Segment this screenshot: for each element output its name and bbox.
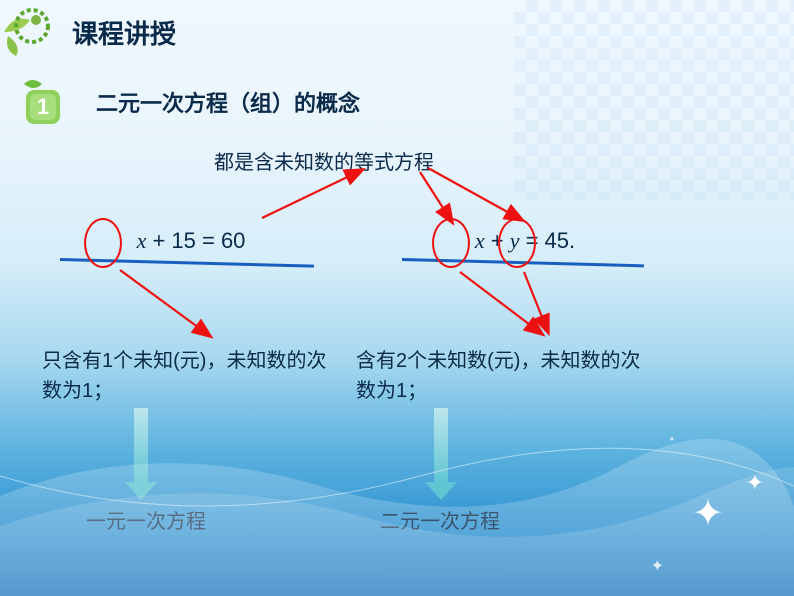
logo-icon [2,6,64,58]
equation-right-y: y [510,228,520,253]
star-icon: ✦ [746,470,764,496]
equation-left-underline [60,258,314,268]
equation-right-x: x [475,228,485,253]
red-arrow [428,168,522,220]
red-arrow [262,170,362,218]
star-icon: ✦ [651,556,664,576]
equation-right-underline [402,258,644,267]
description-left: 只含有1个未知(元)，未知数的次数为1； [42,346,342,406]
star-icon: ✦ [692,491,724,536]
checker-pattern [514,0,794,200]
section-badge-icon: 1 [18,78,68,128]
red-arrow [524,272,548,332]
red-arrow [460,272,542,334]
section-number: 1 [37,94,49,119]
center-statement: 都是含未知数的等式方程 [214,146,434,175]
final-right: 二元一次方程 [380,505,500,534]
equation-left-rest: + 15 = 60 [146,228,245,253]
equation-left-x: x [137,228,147,253]
final-left: 一元一次方程 [86,505,206,534]
red-arrow [420,172,452,222]
section-title: 二元一次方程（组）的概念 [96,86,360,118]
thick-arrow-left [134,408,148,484]
equation-right: x + y = 45. [430,228,620,254]
equation-right-plus: + [485,228,510,253]
equation-left: x + 15 = 60 [86,228,296,254]
thick-arrow-right [434,408,448,484]
red-arrow [120,270,210,336]
page-title: 课程讲授 [72,14,176,51]
star-icon: • [670,432,674,446]
description-right: 含有2个未知数(元)，未知数的次数为1； [356,346,656,406]
wave-decoration [0,376,794,596]
equation-right-equals: = 45. [519,228,575,253]
